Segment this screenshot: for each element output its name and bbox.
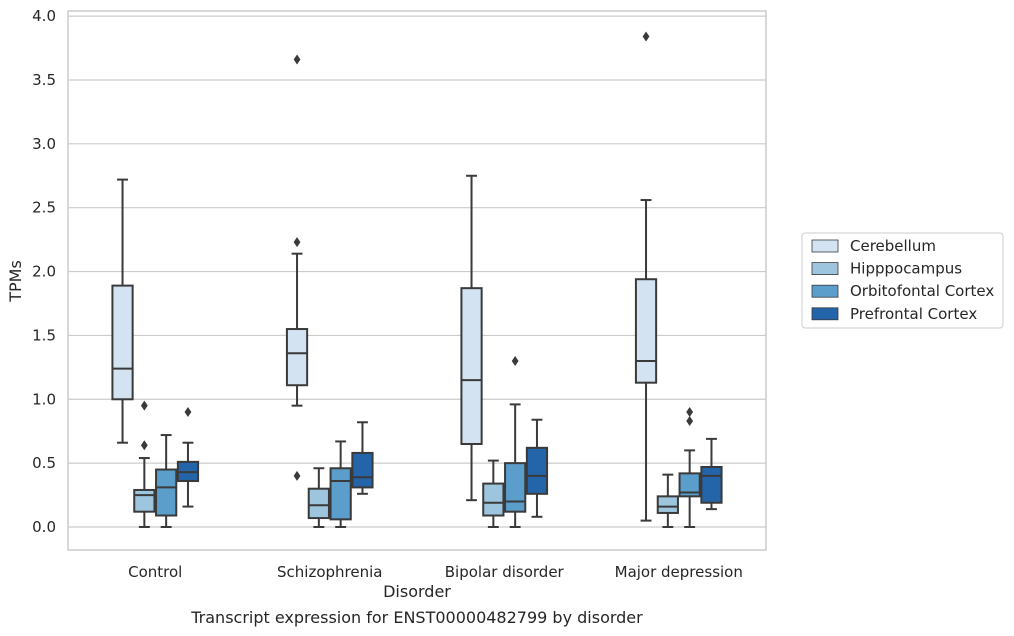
y-tick-label: 3.5 (32, 71, 56, 89)
legend-label: Cerebellum (850, 237, 936, 255)
x-tick-label: Control (128, 563, 182, 581)
outlier-point (293, 54, 301, 65)
box-body (700, 465, 723, 504)
box-3-2 (525, 418, 549, 518)
outlier-point (642, 31, 650, 42)
box-1-3 (656, 473, 679, 529)
y-tick-label: 2.0 (32, 263, 56, 281)
plot-frame (67, 10, 767, 551)
x-tick-label: Major depression (615, 563, 743, 581)
box-3-1 (351, 421, 374, 495)
box-body (111, 284, 134, 401)
x-tick-label: Bipolar disorder (445, 563, 565, 581)
outlier-point (293, 237, 301, 248)
boxes (111, 31, 723, 529)
legend: Cerebellum Hipppocampus Orbitofontal Corte… (801, 232, 1004, 329)
box-2-1 (329, 440, 352, 529)
y-tick-label: 0.5 (32, 454, 56, 472)
box-3-0 (176, 407, 200, 508)
y-tick-label: 4.0 (32, 7, 56, 25)
box-body (482, 482, 505, 517)
box-body (460, 287, 483, 445)
box-body (307, 487, 330, 520)
y-tick-label: 1.0 (32, 390, 56, 408)
x-axis-title: Disorder (383, 582, 451, 601)
y-tick-labels: 0.0 0.5 1.0 1.5 2.0 2.5 3.0 3.5 4.0 (32, 7, 56, 536)
box-0-3 (634, 31, 658, 522)
box-body (329, 467, 352, 521)
box-1-0 (133, 400, 156, 529)
box-1-2 (482, 459, 505, 529)
box-2-3 (678, 407, 701, 529)
box-3-3 (700, 437, 723, 511)
box-0-1 (285, 54, 309, 481)
y-tick-label: 0.0 (32, 518, 56, 536)
box-body (634, 278, 658, 384)
y-tick-label: 2.5 (32, 199, 56, 217)
box-body (285, 328, 309, 387)
box-0-2 (460, 174, 483, 502)
legend-swatch (811, 239, 839, 253)
legend-label: Prefrontal Cortex (850, 305, 977, 323)
y-tick-label: 1.5 (32, 326, 56, 344)
legend-swatch (811, 284, 839, 298)
box-body (656, 495, 679, 514)
gridlines (68, 15, 766, 528)
box-1-1 (307, 467, 330, 529)
outlier-point (140, 440, 148, 451)
y-tick-label: 3.0 (32, 135, 56, 153)
legend-label: Hipppocampus (850, 260, 962, 278)
box-0-0 (111, 178, 134, 444)
x-tick-label: Schizophrenia (277, 563, 382, 581)
outlier-point (686, 407, 694, 418)
legend-label: Orbitofontal Cortex (850, 282, 994, 300)
box-body (678, 472, 701, 498)
legend-swatch (811, 307, 839, 321)
x-tick-labels: Control Schizophrenia Bipolar disorder Majo… (128, 563, 743, 581)
box-body (504, 462, 527, 513)
box-body (525, 446, 549, 495)
legend-swatch (811, 262, 839, 276)
box-body (155, 468, 178, 517)
outlier-point (511, 355, 519, 366)
box-2-0 (155, 434, 178, 529)
y-axis-title: TPMs (6, 260, 25, 303)
box-2-2 (504, 355, 527, 529)
chart-caption: Transcript expression for ENST0000048279… (190, 608, 643, 627)
outlier-point (293, 470, 301, 481)
outlier-point (140, 400, 148, 411)
box-body (351, 451, 374, 489)
box-body (133, 488, 156, 513)
outlier-point (686, 415, 694, 426)
legend-frame (801, 232, 1004, 329)
outlier-point (184, 407, 192, 418)
